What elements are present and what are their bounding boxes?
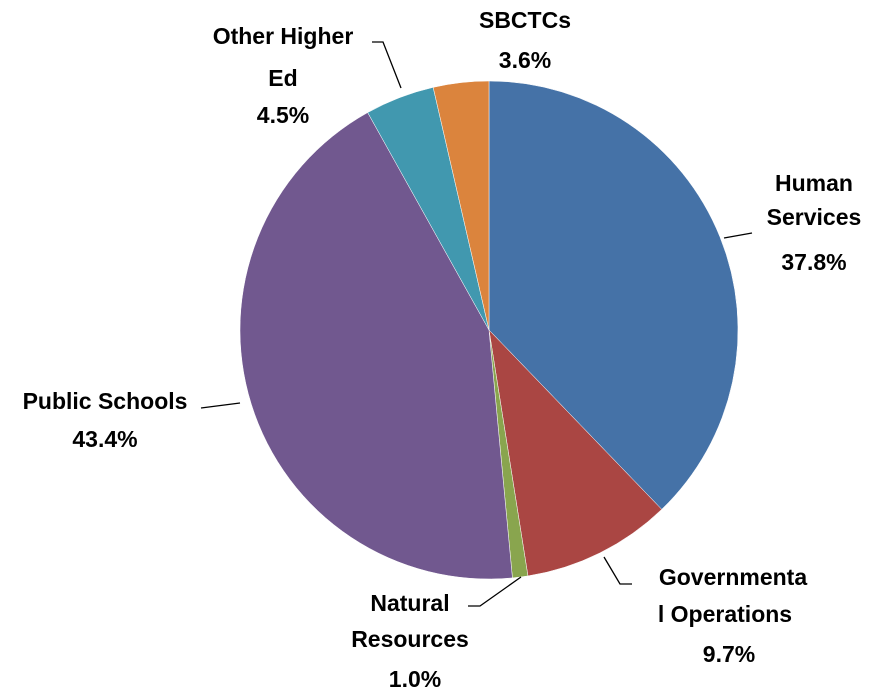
leader-line bbox=[200, 402, 241, 409]
slice-label: SBCTCs bbox=[479, 7, 571, 33]
slice-label: Natural Resources bbox=[351, 590, 469, 652]
slice-value-label: 1.0% bbox=[389, 666, 441, 692]
slice-value-label: 4.5% bbox=[257, 102, 309, 128]
pie-slice bbox=[488, 329, 663, 577]
pie-slice bbox=[488, 80, 739, 510]
slice-label: Human Services bbox=[767, 170, 862, 230]
leader-line bbox=[723, 232, 753, 239]
pie-slice bbox=[432, 80, 490, 331]
leader-line bbox=[603, 556, 632, 585]
slice-value-label: 37.8% bbox=[781, 249, 846, 275]
leader-line bbox=[468, 576, 522, 607]
slice-value-label: 9.7% bbox=[703, 641, 755, 667]
slice-label: Governmenta l Operations bbox=[658, 564, 807, 627]
pie-slice bbox=[239, 112, 513, 580]
slice-label: Other Higher Ed bbox=[213, 23, 354, 91]
slice-label: Public Schools bbox=[23, 388, 188, 414]
slice-value-label: 43.4% bbox=[72, 426, 137, 452]
leader-line bbox=[372, 41, 402, 89]
slice-value-label: 3.6% bbox=[499, 47, 551, 73]
